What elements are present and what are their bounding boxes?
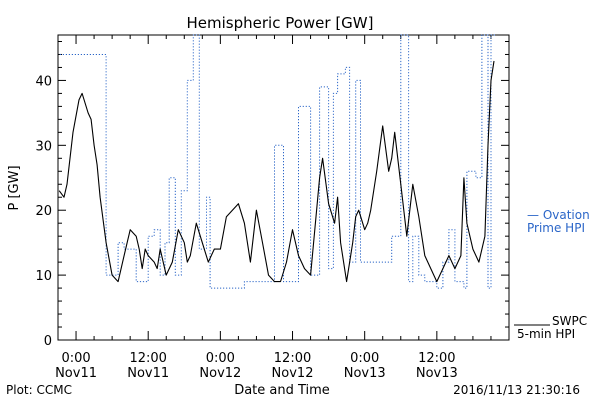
- y-tick-label: 0: [44, 334, 52, 349]
- x-axis-label: Date and Time: [234, 383, 330, 398]
- series-swpc-line: [58, 60, 495, 283]
- x-tick-date-label: Nov11: [127, 366, 169, 381]
- x-tick-time-label: 12:00: [129, 351, 166, 366]
- legend-ovation-line2: Prime HPI: [527, 221, 585, 235]
- x-tick-date-label: Nov11: [55, 366, 97, 381]
- y-axis-label: P [GW]: [7, 165, 22, 210]
- x-tick-date-label: Nov12: [199, 366, 241, 381]
- chart-title: Hemispheric Power [GW]: [187, 14, 374, 32]
- footer-credit: Plot: CCMC: [6, 383, 72, 397]
- x-tick-time-label: 12:00: [418, 351, 455, 366]
- legend-ovation-line1: — Ovation: [527, 208, 590, 222]
- y-tick-label: 20: [35, 204, 52, 219]
- x-tick-time-label: 0:00: [61, 351, 90, 366]
- x-tick-date-label: Nov13: [344, 366, 386, 381]
- x-tick-date-label: Nov13: [416, 366, 458, 381]
- footer-timestamp: 2016/11/13 21:30:16: [453, 383, 580, 397]
- x-tick-time-label: 12:00: [274, 351, 311, 366]
- x-tick-time-label: 0:00: [206, 351, 235, 366]
- series-group: [58, 34, 496, 289]
- x-tick-date-label: Nov12: [272, 366, 314, 381]
- y-axis: 0 10 20 30 40: [35, 40, 509, 349]
- x-axis: 0:00Nov1112:00Nov110:00Nov1212:00Nov120:…: [55, 35, 492, 381]
- legend-swpc-line1: SWPC: [552, 314, 587, 328]
- x-tick-time-label: 0:00: [350, 351, 379, 366]
- y-tick-label: 10: [35, 269, 52, 284]
- plot-frame: [57, 34, 510, 341]
- legend-swpc-line2: 5-min HPI: [517, 327, 575, 341]
- y-tick-label: 30: [35, 139, 52, 154]
- y-tick-label: 40: [35, 74, 52, 89]
